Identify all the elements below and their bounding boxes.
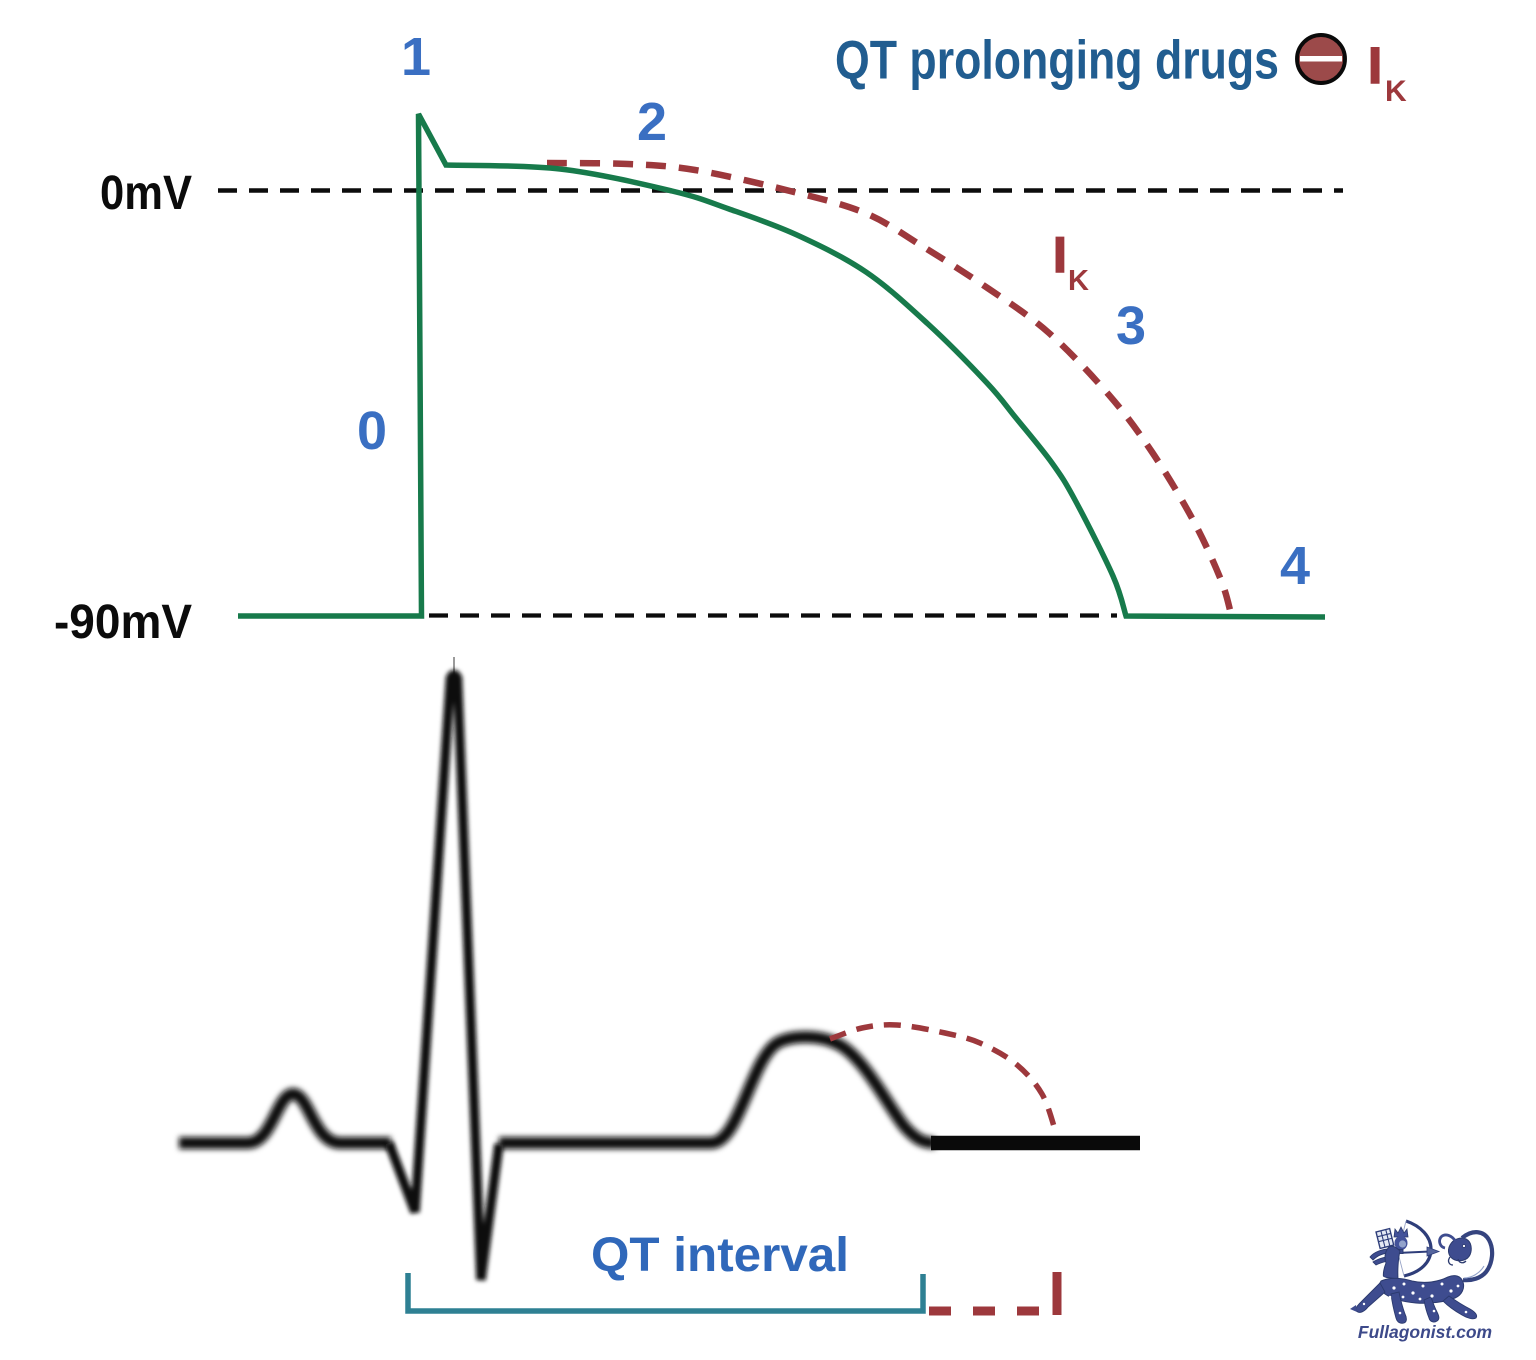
svg-text:I: I — [1368, 37, 1382, 94]
svg-text:QT prolonging drugs: QT prolonging drugs — [835, 29, 1279, 91]
svg-text:0: 0 — [357, 401, 387, 461]
svg-text:K: K — [1068, 265, 1089, 297]
svg-text:-90mV: -90mV — [54, 596, 192, 649]
svg-text:0mV: 0mV — [100, 167, 192, 220]
svg-text:2: 2 — [637, 92, 667, 152]
svg-text:1: 1 — [401, 27, 431, 87]
svg-text:QT interval: QT interval — [591, 1229, 849, 1282]
svg-text:3: 3 — [1116, 296, 1146, 356]
svg-text:I: I — [1053, 227, 1067, 283]
svg-text:4: 4 — [1280, 536, 1310, 596]
svg-text:K: K — [1385, 75, 1407, 108]
svg-text:Fullagonist.com: Fullagonist.com — [1358, 1322, 1492, 1342]
